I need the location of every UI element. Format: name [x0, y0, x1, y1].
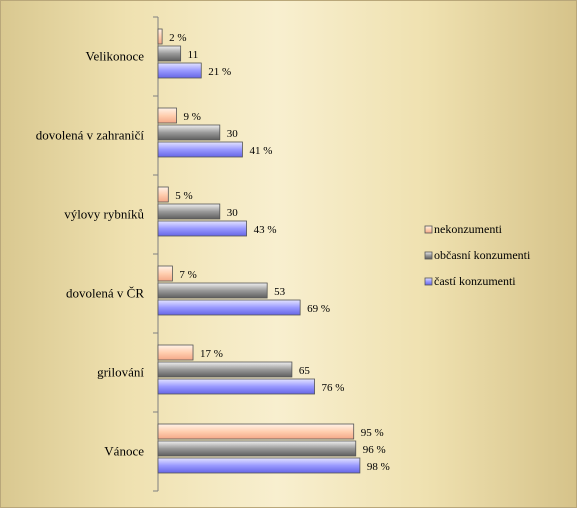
data-label: 30: [227, 128, 239, 140]
bar-nekonzumenti: [157, 186, 169, 203]
data-label: 2 %: [169, 32, 186, 44]
bar-občasní-konzumenti: [157, 203, 221, 220]
category-label: dovolená v ČR: [66, 286, 144, 301]
bar-častí-konzumenti: [157, 220, 247, 237]
bar-nekonzumenti: [157, 28, 163, 45]
data-label: 53: [274, 286, 286, 298]
legend-swatch: [424, 251, 433, 260]
data-label: 43 %: [254, 224, 277, 236]
category-label: grilování: [97, 365, 144, 380]
bar-nekonzumenti: [157, 265, 173, 282]
bar-častí-konzumenti: [157, 299, 301, 316]
data-label: 41 %: [249, 145, 272, 157]
data-label: 21 %: [208, 66, 231, 78]
data-label: 7 %: [179, 269, 196, 281]
bar-nekonzumenti: [157, 107, 177, 124]
data-label: 9 %: [184, 111, 201, 123]
data-label: 95 %: [361, 427, 384, 439]
bar-občasní-konzumenti: [157, 440, 357, 457]
data-label: 65: [299, 365, 311, 377]
category-label: výlovy rybníků: [64, 207, 144, 222]
data-label: 17 %: [200, 348, 223, 360]
data-label: 69 %: [307, 303, 330, 315]
data-label: 11: [188, 49, 199, 61]
legend-label: nekonzumenti: [434, 222, 503, 236]
bar-nekonzumenti: [157, 423, 355, 440]
bar-občasní-konzumenti: [157, 45, 182, 62]
bar-občasní-konzumenti: [157, 282, 268, 299]
bar-častí-konzumenti: [157, 62, 202, 79]
legend: nekonzumenti občasní konzumenti častí konz…: [424, 222, 531, 288]
bar-častí-konzumenti: [157, 141, 243, 158]
legend-label: občasní konzumenti: [434, 248, 531, 262]
bar-občasní-konzumenti: [157, 361, 293, 378]
legend-label: častí konzumenti: [434, 274, 516, 288]
legend-swatch: [424, 277, 433, 286]
bar-častí-konzumenti: [157, 378, 315, 395]
data-label: 76 %: [322, 382, 345, 394]
bar-častí-konzumenti: [157, 457, 361, 474]
data-label: 96 %: [363, 444, 386, 456]
data-label: 5 %: [175, 190, 192, 202]
bar-nekonzumenti: [157, 344, 194, 361]
legend-swatch: [424, 225, 433, 234]
category-label: dovolená v zahraničí: [36, 128, 145, 143]
bar-občasní-konzumenti: [157, 124, 221, 141]
data-label: 98 %: [367, 461, 390, 473]
category-label: Vánoce: [104, 444, 144, 459]
category-label: Velikonoce: [86, 49, 145, 64]
data-label: 30: [227, 207, 239, 219]
